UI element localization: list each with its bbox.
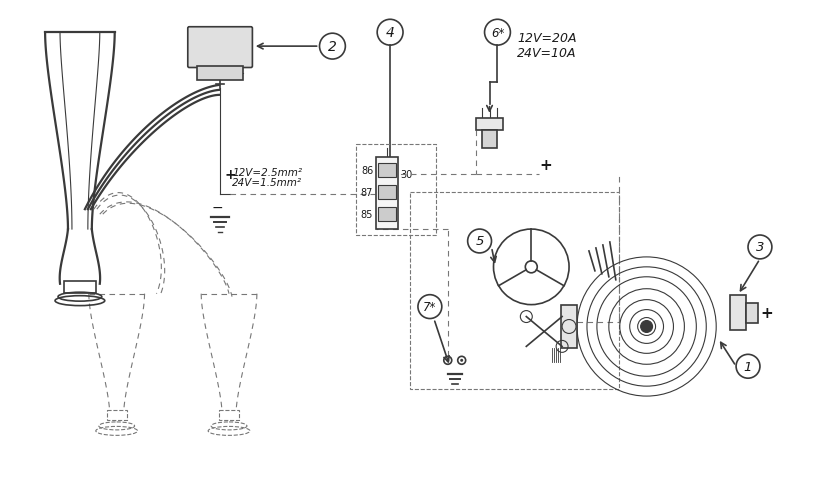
Text: 30: 30 xyxy=(400,170,412,180)
Bar xyxy=(378,186,396,200)
Text: 3: 3 xyxy=(756,241,764,254)
Bar xyxy=(377,158,398,229)
Circle shape xyxy=(460,359,463,362)
Text: 2: 2 xyxy=(328,40,337,54)
Text: +: + xyxy=(540,157,552,173)
Text: 4: 4 xyxy=(385,26,394,40)
Bar xyxy=(197,67,243,81)
Text: 5: 5 xyxy=(475,235,484,248)
Bar xyxy=(219,410,239,420)
Bar xyxy=(482,131,497,148)
Text: 1: 1 xyxy=(744,360,752,373)
Text: 24V=10A: 24V=10A xyxy=(518,47,577,60)
Bar xyxy=(378,208,396,222)
FancyBboxPatch shape xyxy=(187,28,253,68)
Bar xyxy=(378,164,396,178)
Circle shape xyxy=(447,359,449,362)
Text: +: + xyxy=(224,168,236,182)
Text: +: + xyxy=(760,305,773,321)
Text: 12V=2.5mm²: 12V=2.5mm² xyxy=(232,168,302,178)
Bar xyxy=(730,295,746,331)
Text: 24V=1.5mm²: 24V=1.5mm² xyxy=(232,178,302,188)
Text: −: − xyxy=(211,201,223,215)
Bar xyxy=(64,281,96,293)
Text: 12V=20A: 12V=20A xyxy=(518,32,577,45)
Bar xyxy=(561,305,577,348)
Text: 87: 87 xyxy=(361,188,373,198)
Text: 6*: 6* xyxy=(491,27,504,40)
Text: 85: 85 xyxy=(361,210,373,220)
Text: 7*: 7* xyxy=(423,300,437,313)
Bar xyxy=(107,410,126,420)
Bar xyxy=(476,119,504,131)
Bar xyxy=(746,303,758,323)
Circle shape xyxy=(641,321,653,333)
Text: 86: 86 xyxy=(361,166,373,176)
